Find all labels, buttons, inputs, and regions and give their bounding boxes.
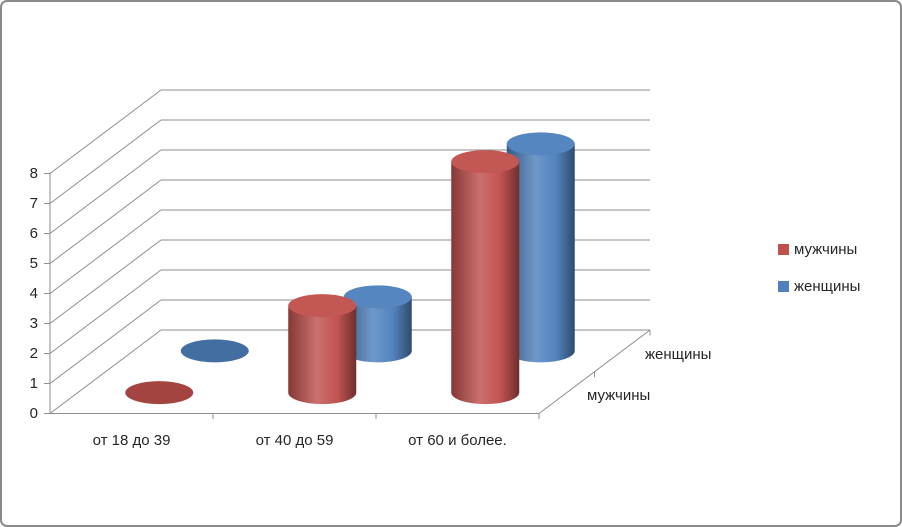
legend-swatch-women <box>778 280 789 292</box>
cylinder-женщины-1-body <box>343 296 412 363</box>
gridline-side-0 <box>49 329 162 414</box>
gridline-side-7 <box>49 119 162 204</box>
value-axis-label-4: 4 <box>29 284 38 302</box>
legend-item-men: мужчины <box>778 240 860 258</box>
legend-label-women: женщины <box>794 277 861 295</box>
category-label-2: от 60 и более. <box>408 432 507 449</box>
gridline-side-1 <box>49 299 162 384</box>
cylinders-layer <box>125 132 575 405</box>
gridline-side-2 <box>49 269 162 354</box>
value-axis-label-6: 6 <box>29 224 38 242</box>
legend-label-men: мужчины <box>794 240 858 258</box>
legend: мужчины женщины <box>778 240 860 314</box>
gridline-side-4 <box>49 209 162 294</box>
cylinder-женщины-2-top <box>506 132 575 156</box>
value-axis-label-0: 0 <box>29 404 38 422</box>
gridline-side-6 <box>49 149 162 234</box>
value-axis-label-2: 2 <box>29 344 38 362</box>
value-axis-label-8: 8 <box>29 164 38 182</box>
cylinder-мужчины-2-body <box>451 161 520 405</box>
category-label-1: от 40 до 59 <box>255 432 334 449</box>
legend-item-women: женщины <box>778 277 860 295</box>
cylinder-мужчины-1-body <box>288 305 357 405</box>
depth-axis-label-women: женщины <box>645 346 712 363</box>
cylinder-мужчины-2-top <box>451 150 520 174</box>
cylinder-мужчины-1-top <box>288 294 357 318</box>
cylinder-мужчины-0-flat <box>125 381 194 405</box>
value-axis-label-3: 3 <box>29 314 38 332</box>
gridline-side-5 <box>49 179 162 264</box>
value-axis-label-5: 5 <box>29 254 38 272</box>
cylinder-женщины-0-flat <box>180 339 249 363</box>
legend-swatch-men <box>778 243 789 255</box>
axes-layer <box>44 172 651 419</box>
cylinder-женщины-1-top <box>343 285 412 309</box>
value-axis-label-7: 7 <box>29 194 38 212</box>
gridline-side-3 <box>49 239 162 324</box>
depth-axis-label-men: мужчины <box>587 387 651 404</box>
category-label-0: от 18 до 39 <box>92 432 171 449</box>
value-axis-label-1: 1 <box>29 374 38 392</box>
cylinder-женщины-2-body <box>506 143 575 363</box>
gridline-side-8 <box>49 89 162 174</box>
